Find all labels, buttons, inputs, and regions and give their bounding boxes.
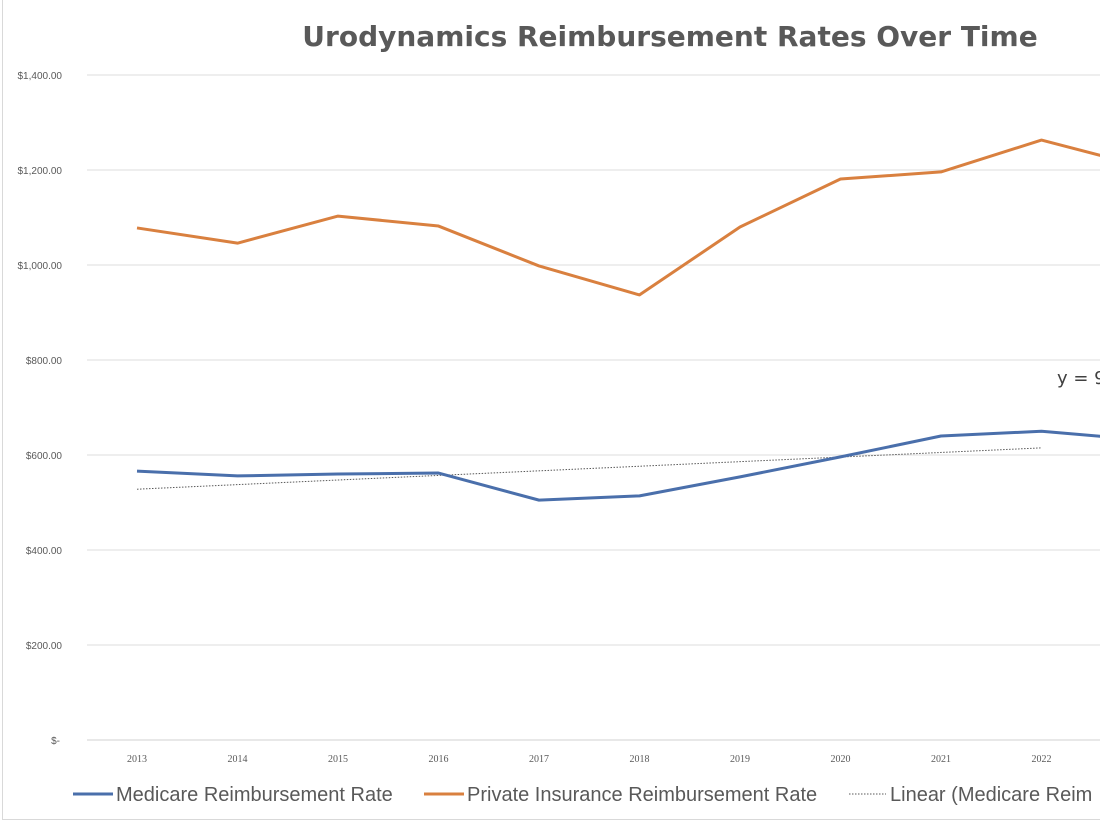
x-tick-label: 2020 (831, 754, 851, 765)
y-tick-label: $400.00 (26, 546, 63, 557)
legend-label-medicare: Medicare Reimbursement Rate (116, 784, 393, 806)
y-tick-label: $200.00 (26, 641, 63, 652)
x-tick-label: 2019 (730, 754, 750, 765)
legend-label-private: Private Insurance Reimbursement Rate (467, 784, 817, 806)
legend-label-trendline: Linear (Medicare Reim (890, 784, 1092, 806)
legend: Medicare Reimbursement Rate Private Insu… (73, 784, 1092, 806)
x-tick-label: 2013 (127, 754, 147, 765)
medicare-line (136, 429, 1100, 502)
y-tick-label: $1,200.00 (18, 166, 63, 177)
trendline-equation: y = 9 (1057, 368, 1100, 389)
y-tick-label: $1,400.00 (18, 71, 63, 82)
x-tick-label: 2014 (228, 754, 248, 765)
y-tick-label: $600.00 (26, 451, 63, 462)
x-tick-label: 2017 (529, 754, 549, 765)
y-tick-label: $800.00 (26, 356, 63, 367)
x-tick-label: 2021 (931, 754, 951, 765)
x-tick-label: 2022 (1032, 754, 1052, 765)
trendline (136, 447, 1042, 490)
x-tick-label: 2016 (429, 754, 449, 765)
private-insurance-line (136, 138, 1100, 297)
x-tick-label: 2018 (630, 754, 650, 765)
y-tick-label: $1,000.00 (18, 261, 63, 272)
chart-title: Urodynamics Reimbursement Rates Over Tim… (302, 20, 1037, 53)
x-tick-label: 2015 (328, 754, 348, 765)
y-tick-label: $- (51, 736, 60, 747)
